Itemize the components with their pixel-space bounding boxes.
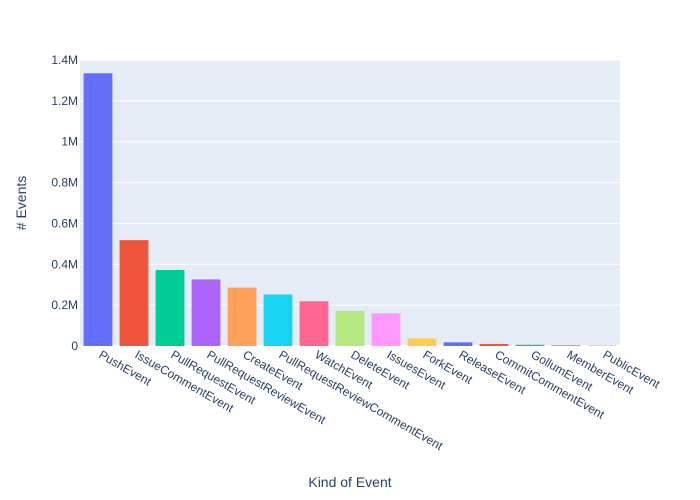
y-tick-label: 0.6M (51, 216, 78, 230)
y-tick-label: 1M (61, 135, 78, 149)
y-axis-title: # Events (13, 176, 29, 230)
bar (191, 279, 221, 346)
y-axis-ticks: 0 0.2M 0.4M 0.6M 0.8M 1M 1.2M 1.4M (51, 53, 78, 353)
y-tick-label: 0.2M (51, 298, 78, 312)
bar (227, 287, 257, 346)
bar (263, 294, 293, 346)
y-tick-label: 0 (71, 339, 78, 353)
y-tick-label: 1.2M (51, 94, 78, 108)
bar (551, 345, 581, 346)
y-tick-label: 1.4M (51, 53, 78, 67)
bar (443, 342, 473, 346)
x-axis-title: Kind of Event (308, 474, 391, 490)
bars (83, 73, 617, 347)
bar (155, 270, 185, 346)
bar (335, 310, 365, 346)
bar (407, 338, 437, 346)
y-tick-label: 0.4M (51, 257, 78, 271)
bar (83, 73, 113, 347)
bar (119, 240, 149, 346)
bar (299, 301, 329, 346)
bar (587, 345, 617, 346)
bar (515, 344, 545, 346)
bar (371, 313, 401, 346)
bar (479, 343, 509, 346)
y-tick-label: 0.8M (51, 176, 78, 190)
x-axis-ticks: PushEventIssueCommentEventPullRequestEve… (97, 347, 663, 453)
